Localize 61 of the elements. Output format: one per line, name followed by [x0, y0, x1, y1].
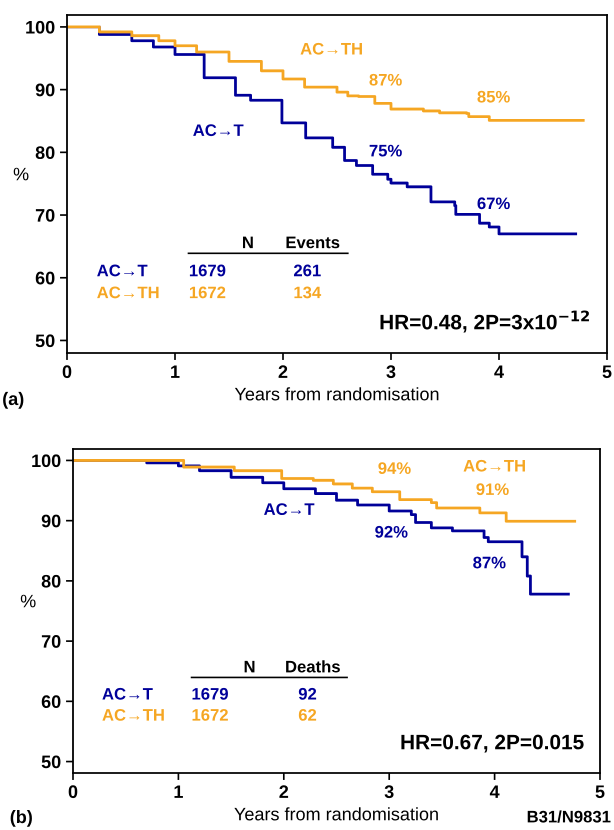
y-tick-label: 90	[36, 84, 54, 96]
y-tick-label: 50	[36, 334, 54, 348]
annotation: 87%	[473, 556, 506, 568]
y-tick-label: 80	[36, 146, 54, 160]
x-tick-label: 0	[62, 365, 72, 378]
y-tick-label: 100	[26, 20, 54, 34]
y-tick-label: 90	[42, 514, 60, 528]
x-tick-label: 2	[278, 365, 288, 378]
x-tick-label: 4	[494, 365, 504, 378]
x-tick-label: 1	[174, 785, 183, 798]
annotation: 1679	[192, 688, 228, 700]
annotation: 92	[298, 688, 316, 700]
annotation: 1672	[192, 708, 228, 721]
y-tick-label: 60	[36, 272, 54, 284]
annotation: Deaths	[286, 660, 340, 673]
annotation: 1679	[190, 264, 226, 276]
annotation: AC→TH	[102, 708, 164, 721]
annotation: 85%	[477, 90, 510, 103]
text: (b)	[10, 810, 32, 827]
annotation: 62	[298, 708, 316, 721]
annotation: Events	[286, 236, 340, 248]
text: B31/N9831	[528, 810, 610, 823]
annotation: HR=0.67, 2P=0.015	[401, 734, 584, 752]
x-tick-label: 1	[171, 365, 180, 378]
y-tick-label: 70	[42, 635, 60, 648]
y-tick-label: 60	[42, 695, 60, 708]
x-tick-label: 3	[386, 365, 396, 378]
annotation: HR=0.48, 2P=3x10$^{−12}$	[380, 310, 589, 332]
annotation: N	[244, 660, 254, 672]
annotation: 87%	[369, 74, 402, 86]
x-tick-label: 2	[279, 785, 288, 798]
annotation: 67%	[478, 197, 510, 210]
annotation: 1672	[190, 286, 226, 298]
y-axis-title: %	[14, 168, 28, 180]
annotation: 75%	[370, 144, 402, 157]
x-tick-label: 0	[68, 785, 78, 798]
text: (a)	[3, 392, 24, 409]
text: AC→TH	[464, 460, 525, 472]
x-tick-label: 3	[384, 785, 394, 798]
annotation: 94%	[378, 462, 411, 474]
annotation: AC→T	[97, 264, 148, 276]
annotation: 261	[294, 264, 321, 276]
series-label: AC→TH	[300, 42, 362, 55]
annotation: 134	[294, 286, 322, 298]
y-tick-label: 100	[32, 454, 60, 468]
series-label: AC→T	[264, 503, 314, 516]
annotation: N	[242, 236, 253, 248]
x-tick-label: 5	[596, 785, 605, 798]
y-tick-label: 70	[36, 208, 54, 222]
annotation: 92%	[375, 526, 408, 538]
x-axis-title: Years from randomisation	[234, 807, 438, 820]
x-tick-label: 4	[490, 785, 500, 798]
series-label: AC→T	[193, 124, 244, 136]
x-axis-title: Years from randomisation	[234, 387, 438, 400]
annotation: AC→TH	[97, 286, 159, 298]
x-tick-label: 5	[602, 365, 612, 378]
y-tick-label: 80	[42, 574, 60, 588]
annotation: 91%	[476, 483, 509, 496]
y-axis-title: %	[20, 594, 36, 608]
y-tick-label: 50	[42, 755, 60, 768]
annotation: AC→T	[102, 688, 153, 700]
